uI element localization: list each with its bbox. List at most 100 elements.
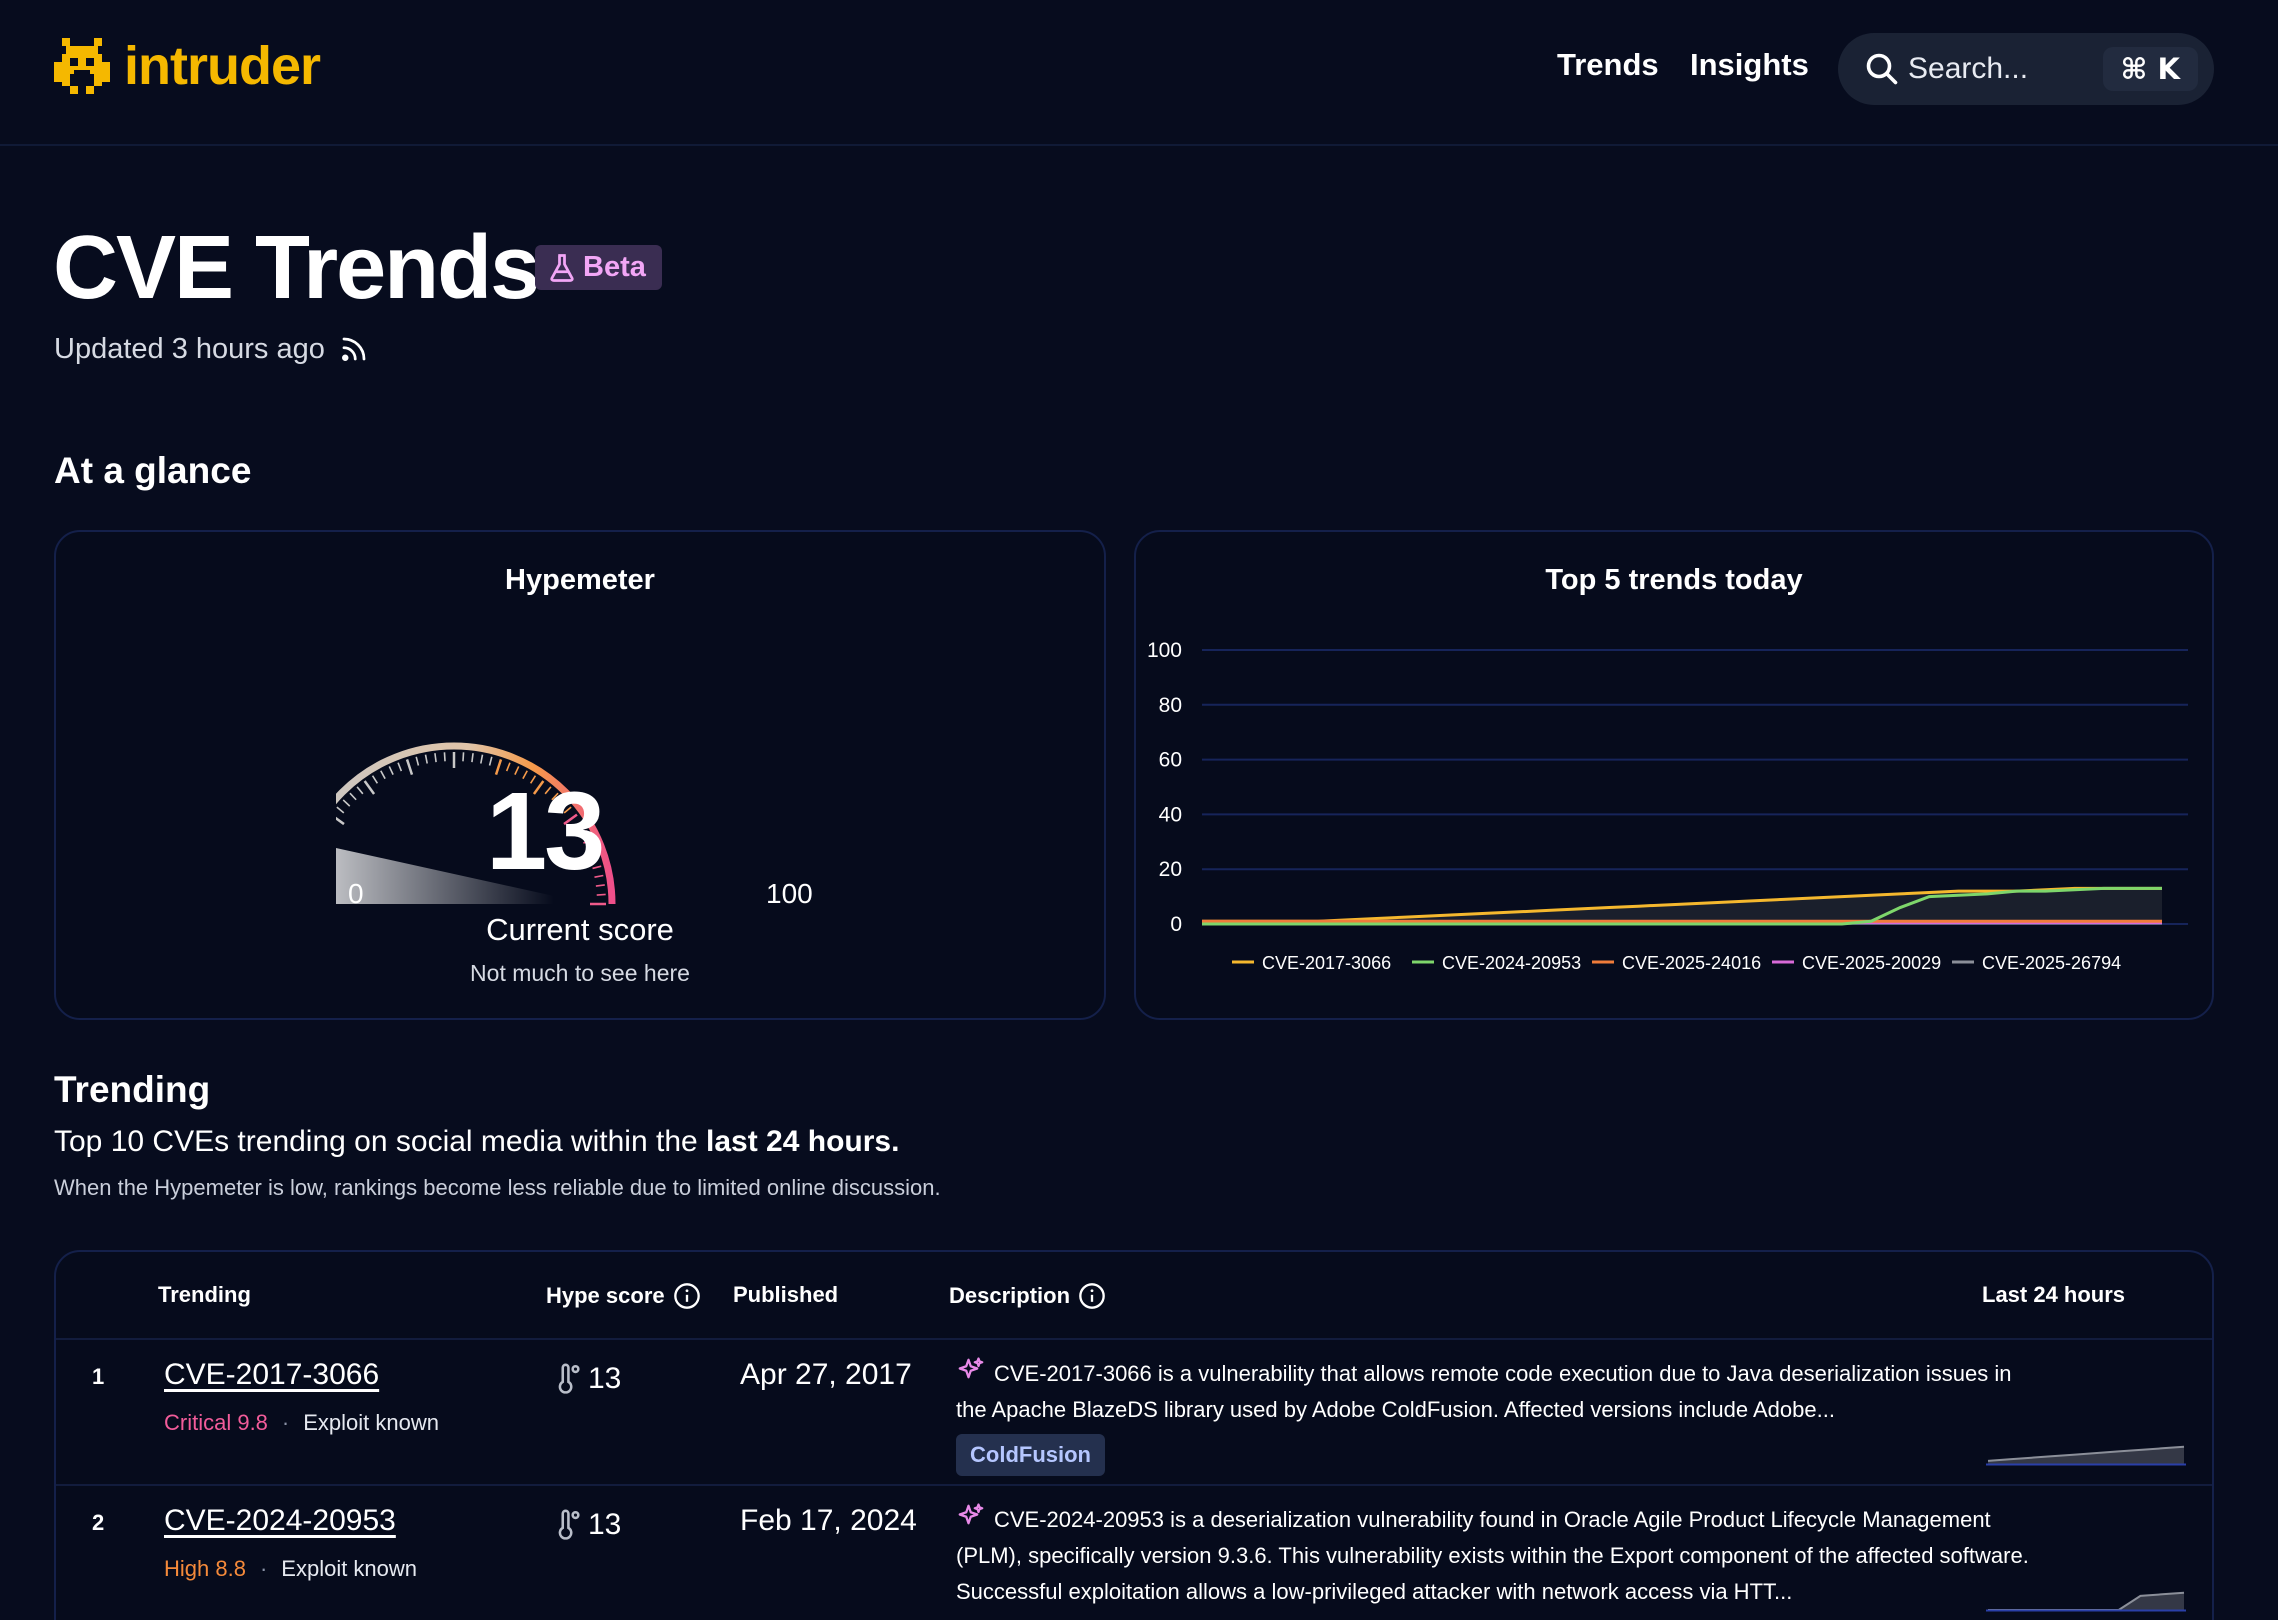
row-rank: 1 (92, 1364, 105, 1389)
gauge-tick (397, 762, 403, 772)
trending-heading: Trending (54, 1069, 211, 1110)
legend-label[interactable]: CVE-2025-24016 (1622, 953, 1761, 973)
published-date: Feb 17, 2024 (740, 1504, 917, 1537)
gauge-tick (563, 806, 572, 814)
exploit-status: Exploit known (303, 1410, 439, 1435)
gauge-tick (557, 799, 566, 807)
gauge-tick (424, 754, 428, 764)
logo[interactable]: intruder (54, 36, 321, 96)
gauge-tick (371, 775, 379, 784)
chart-y-tick-label: 0 (1170, 913, 1182, 936)
hype-score: 13 (550, 1508, 621, 1542)
top-trends-title: Top 5 trends today (1545, 564, 1803, 596)
legend-label[interactable]: CVE-2017-3066 (1262, 953, 1391, 973)
column-header-published[interactable]: Published (733, 1282, 838, 1308)
gauge-tick (586, 847, 596, 853)
nav-link-insights[interactable]: Insights (1690, 47, 1809, 82)
gauge-tick (583, 838, 592, 844)
chart-y-tick-label: 40 (1159, 803, 1182, 826)
gauge-tick (363, 780, 376, 795)
gauge-tick (471, 753, 474, 763)
thermometer-icon (558, 1363, 580, 1394)
product-tag[interactable]: ColdFusion (956, 1434, 1105, 1476)
table-row[interactable]: 2 CVE-2024-20953 High 8.8 · Exploit know… (56, 1484, 2212, 1620)
gauge-tick (336, 806, 345, 814)
info-icon[interactable] (673, 1282, 701, 1310)
search-icon (1866, 53, 1898, 85)
description-text: CVE-2017-3066 is a vulnerability that al… (956, 1361, 2012, 1422)
logo-text: intruder (124, 36, 321, 96)
hype-score-value: 13 (588, 1508, 622, 1541)
chart-y-tick-label: 100 (1147, 639, 1182, 662)
search-box[interactable]: ⌘ K (1838, 33, 2214, 105)
chart-area-CVE-2017-3066 (1202, 888, 2162, 924)
column-header-description[interactable]: Description (949, 1282, 1106, 1310)
column-header-trending[interactable]: Trending (158, 1282, 251, 1308)
gauge-max-label: 100 (766, 878, 813, 909)
sparkline-area (1988, 1592, 2184, 1610)
gauge-tick (349, 792, 357, 801)
invader-logo-icon (54, 38, 110, 94)
gauge-tick (522, 770, 528, 780)
legend-label[interactable]: CVE-2024-20953 (1442, 953, 1581, 973)
trending-subtitle-text: Top 10 CVEs trending on social media wit… (54, 1125, 707, 1158)
gauge-tick (405, 759, 414, 776)
current-score-label: Current score (486, 912, 674, 947)
gauge-tick (592, 865, 602, 870)
page-title: CVE Trends (53, 218, 540, 318)
rss-icon[interactable] (339, 334, 369, 364)
gauge-tick (443, 752, 446, 762)
beta-badge: Beta (535, 245, 662, 290)
hypemeter-title: Hypemeter (505, 564, 655, 596)
gauge-tick (596, 893, 606, 896)
gauge-tick (551, 792, 559, 801)
gauge-tick (494, 759, 503, 776)
row-rank: 2 (92, 1510, 105, 1535)
description-text: CVE-2024-20953 is a deserialization vuln… (956, 1507, 2029, 1604)
column-header-last24-label: Last 24 hours (1982, 1282, 2126, 1307)
column-header-description-label: Description (949, 1283, 1071, 1308)
hypemeter-card: Hypemeter 13 0 100 Current score Not muc… (54, 530, 1106, 1020)
cve-link[interactable]: CVE-2017-3066 (164, 1358, 380, 1391)
gauge-tick (342, 799, 351, 807)
top-trends-card: Top 5 trends today 0 20 40 60 80 100 CVE-2017… (1134, 530, 2214, 1020)
info-icon[interactable] (1078, 1282, 1106, 1310)
updated-text: Updated 3 hours ago (54, 333, 325, 365)
table-row[interactable]: 1 CVE-2017-3066 Critical 9.8 · Exploit k… (56, 1338, 2212, 1484)
search-shortcut: ⌘ K (2102, 47, 2198, 91)
column-header-hype-score[interactable]: Hype score (546, 1282, 701, 1310)
gauge-tick (582, 855, 599, 864)
column-header-hype-label: Hype score (546, 1283, 665, 1308)
chart-y-tick-label: 60 (1159, 749, 1182, 772)
legend-label[interactable]: CVE-2025-20029 (1802, 953, 1941, 973)
chart-series-CVE-2024-20953 (1202, 886, 2162, 926)
hype-score: 13 (550, 1362, 621, 1396)
gauge-tick (356, 786, 364, 795)
sparkline-line (1987, 1445, 2185, 1462)
nav-link-trends[interactable]: Trends (1557, 47, 1659, 82)
legend-label[interactable]: CVE-2025-26794 (1982, 953, 2121, 973)
description: CVE-2024-20953 is a deserialization vuln… (956, 1502, 2036, 1610)
published-date: Apr 27, 2017 (740, 1358, 912, 1391)
trending-table: Trending Hype score Published Descriptio… (54, 1250, 2214, 1620)
column-header-last-24-hours: Last 24 hours (1982, 1282, 2125, 1308)
hypemeter-value: 13 (486, 770, 605, 893)
chart-y-tick-label: 20 (1159, 858, 1182, 881)
top-trends-chart: 0 20 40 60 80 100 CVE-2017-3066 CVE-2024-20953… (1147, 639, 2188, 973)
gauge-tick (462, 752, 465, 762)
gauge-tick (514, 766, 520, 775)
cve-link[interactable]: CVE-2024-20953 (164, 1504, 396, 1537)
gauge-tick (488, 756, 493, 766)
trending-subtitle: Top 10 CVEs trending on social media wit… (54, 1123, 899, 1161)
description: CVE-2017-3066 is a vulnerability that al… (956, 1356, 2036, 1428)
column-header-trending-label: Trending (158, 1282, 251, 1307)
search-input[interactable] (1908, 47, 2108, 91)
sparkle-icon (958, 1503, 984, 1525)
trending-subtitle-bold: last 24 hours. (706, 1125, 900, 1158)
gauge-tick (336, 816, 345, 826)
separator-dot: · (259, 1556, 268, 1581)
sparkle-icon (958, 1357, 984, 1379)
severity-info: Critical 9.8 · Exploit known (164, 1410, 439, 1436)
severity-info: High 8.8 · Exploit known (164, 1556, 417, 1582)
gauge-tick (544, 786, 552, 795)
